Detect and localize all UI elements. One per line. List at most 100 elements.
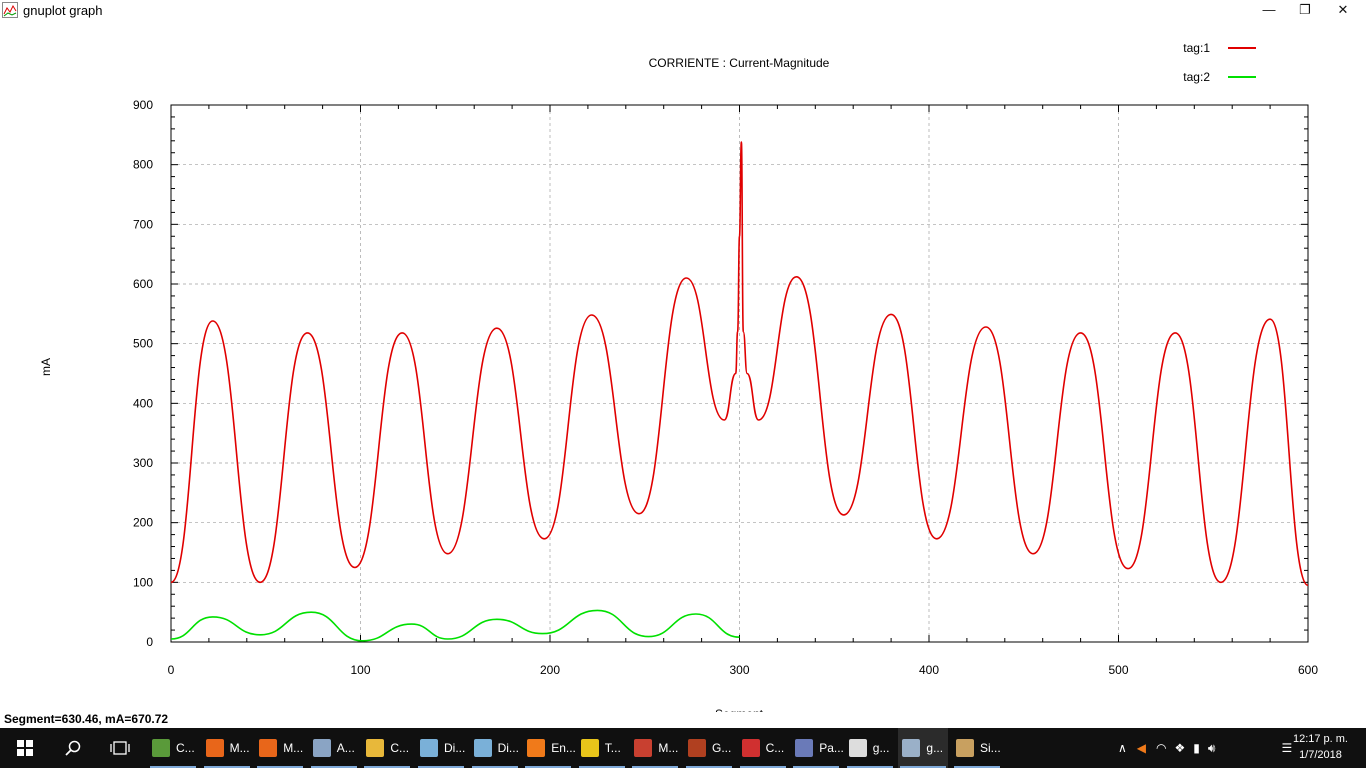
x-tick-label: 200 xyxy=(540,663,560,677)
y-tick-label: 100 xyxy=(133,575,153,589)
y-tick-label: 0 xyxy=(146,635,153,649)
battery-icon[interactable]: ▮ xyxy=(1193,741,1200,755)
taskbar-app-icon xyxy=(688,739,706,757)
taskbar-app-13[interactable]: Pa... xyxy=(791,728,844,768)
y-tick-label: 200 xyxy=(133,516,153,530)
minimize-icon: — xyxy=(1262,2,1276,17)
taskbar-app-icon xyxy=(366,739,385,757)
taskbar-app-icon xyxy=(956,739,974,757)
gnuplot-chart[interactable]: CORRIENTE : Current-Magnitude 0 100 200 300 4… xyxy=(0,22,1366,712)
taskbar-app-8[interactable]: En... xyxy=(523,728,576,768)
taskbar-app-label: Pa... xyxy=(819,741,844,755)
taskbar-app-icon xyxy=(312,739,331,757)
x-axis-label: Segment xyxy=(715,707,764,712)
taskbar-app-2[interactable]: M... xyxy=(202,728,252,768)
series-line-tag-1 xyxy=(170,141,1309,587)
chart-title: CORRIENTE : Current-Magnitude xyxy=(649,56,830,70)
taskbar-app-10[interactable]: M... xyxy=(630,728,680,768)
task-view-button[interactable] xyxy=(104,728,136,768)
taskbar-app-16[interactable]: Si... xyxy=(952,728,1002,768)
taskbar-app-9[interactable]: T... xyxy=(577,728,627,768)
running-indicator xyxy=(846,766,893,768)
running-indicator xyxy=(364,766,411,768)
action-center-icon[interactable]: ☰ xyxy=(1281,741,1293,755)
dropbox-icon[interactable]: ❖ xyxy=(1174,741,1186,755)
taskbar-app-label: G... xyxy=(712,741,732,755)
clock-time: 12:17 p. m. xyxy=(1292,733,1348,745)
series-line-tag-2 xyxy=(170,609,740,642)
x-tick-label: 300 xyxy=(729,663,749,677)
taskbar-app-icon xyxy=(741,739,760,757)
x-tick-label: 100 xyxy=(350,663,370,677)
search-button[interactable] xyxy=(58,728,88,768)
close-button[interactable]: ✕ xyxy=(1320,0,1366,22)
gnuplot-app-icon xyxy=(2,2,18,18)
taskbar-app-icon xyxy=(580,739,599,757)
minimize-button[interactable]: — xyxy=(1246,0,1292,22)
running-indicator xyxy=(525,766,572,768)
taskbar-app-5[interactable]: C... xyxy=(362,728,412,768)
running-indicator xyxy=(418,766,464,768)
taskbar-app-12[interactable]: C... xyxy=(738,728,788,768)
y-tick-label: 600 xyxy=(133,277,153,291)
taskbar-app-icon xyxy=(473,739,492,757)
avast-icon[interactable]: ◀ xyxy=(1136,741,1147,755)
clock[interactable]: 12:17 p. m. 1/7/2018 xyxy=(1293,731,1348,763)
x-tick-label: 600 xyxy=(1298,663,1318,677)
taskbar-app-label: g... xyxy=(872,741,890,755)
running-indicator xyxy=(150,766,196,768)
taskbar-app-label: g... xyxy=(926,741,944,755)
y-tick-label: 900 xyxy=(133,98,153,112)
taskbar-app-4[interactable]: A... xyxy=(309,728,359,768)
restore-button[interactable]: ❐ xyxy=(1282,0,1328,22)
taskbar-app-icon xyxy=(634,739,653,757)
windows-logo-icon xyxy=(17,740,33,756)
x-tick-label: 0 xyxy=(168,663,175,677)
taskbar-app-icon xyxy=(902,739,921,757)
taskbar-app-label: M... xyxy=(283,741,304,755)
running-indicator xyxy=(900,766,947,768)
wifi-icon[interactable]: ◠ xyxy=(1156,741,1167,755)
y-axis-label: mA xyxy=(39,358,53,376)
taskbar-app-icon xyxy=(848,739,867,757)
taskbar-app-7[interactable]: Di... xyxy=(470,728,520,768)
mouse-coordinates-status: Segment=630.46, mA=670.72 xyxy=(4,712,169,726)
running-indicator xyxy=(203,766,250,768)
taskbar-app-label: C... xyxy=(390,741,410,755)
system-tray: ∧ ◀ ◠ ❖ ▮ 🔊︎ ☰ xyxy=(1118,728,1292,768)
volume-icon[interactable]: 🔊︎ xyxy=(1207,740,1216,755)
task-view-icon xyxy=(110,741,130,755)
taskbar-app-label: Di... xyxy=(444,741,466,755)
taskbar-app-icon xyxy=(420,739,438,757)
taskbar-app-1[interactable]: C... xyxy=(148,728,198,768)
taskbar-app-label: T... xyxy=(604,741,621,755)
running-indicator xyxy=(471,766,518,768)
y-tick-label: 400 xyxy=(133,396,153,410)
start-button[interactable] xyxy=(8,728,42,768)
legend-label: tag:2 xyxy=(1183,70,1210,84)
taskbar-app-11[interactable]: G... xyxy=(684,728,734,768)
taskbar-app-label: C... xyxy=(176,741,195,755)
y-tick-label: 800 xyxy=(133,158,153,172)
taskbar-app-icon xyxy=(795,739,814,757)
plot-border xyxy=(170,104,1309,643)
y-tick-label: 700 xyxy=(133,217,153,231)
taskbar-app-15[interactable]: g... xyxy=(898,728,949,768)
running-indicator xyxy=(578,766,625,768)
restore-icon: ❐ xyxy=(1299,2,1311,17)
taskbar-app-14[interactable]: g... xyxy=(845,728,895,768)
legend-label: tag:1 xyxy=(1183,41,1210,55)
window-title: gnuplot graph xyxy=(23,3,103,18)
y-tick-label: 500 xyxy=(133,337,153,351)
taskbar-app-6[interactable]: Di... xyxy=(416,728,466,768)
taskbar-app-icon xyxy=(205,739,224,757)
taskbar-app-3[interactable]: M... xyxy=(255,728,305,768)
show-hidden-icons-icon[interactable]: ∧ xyxy=(1118,741,1127,755)
taskbar-app-label: M... xyxy=(229,741,250,755)
running-indicator xyxy=(954,766,1000,768)
taskbar-app-label: C... xyxy=(765,741,785,755)
search-icon xyxy=(65,740,81,756)
title-bar: gnuplot graph — ❐ ✕ xyxy=(0,0,1366,22)
close-icon: ✕ xyxy=(1337,2,1349,17)
y-tick-label: 300 xyxy=(133,456,153,470)
